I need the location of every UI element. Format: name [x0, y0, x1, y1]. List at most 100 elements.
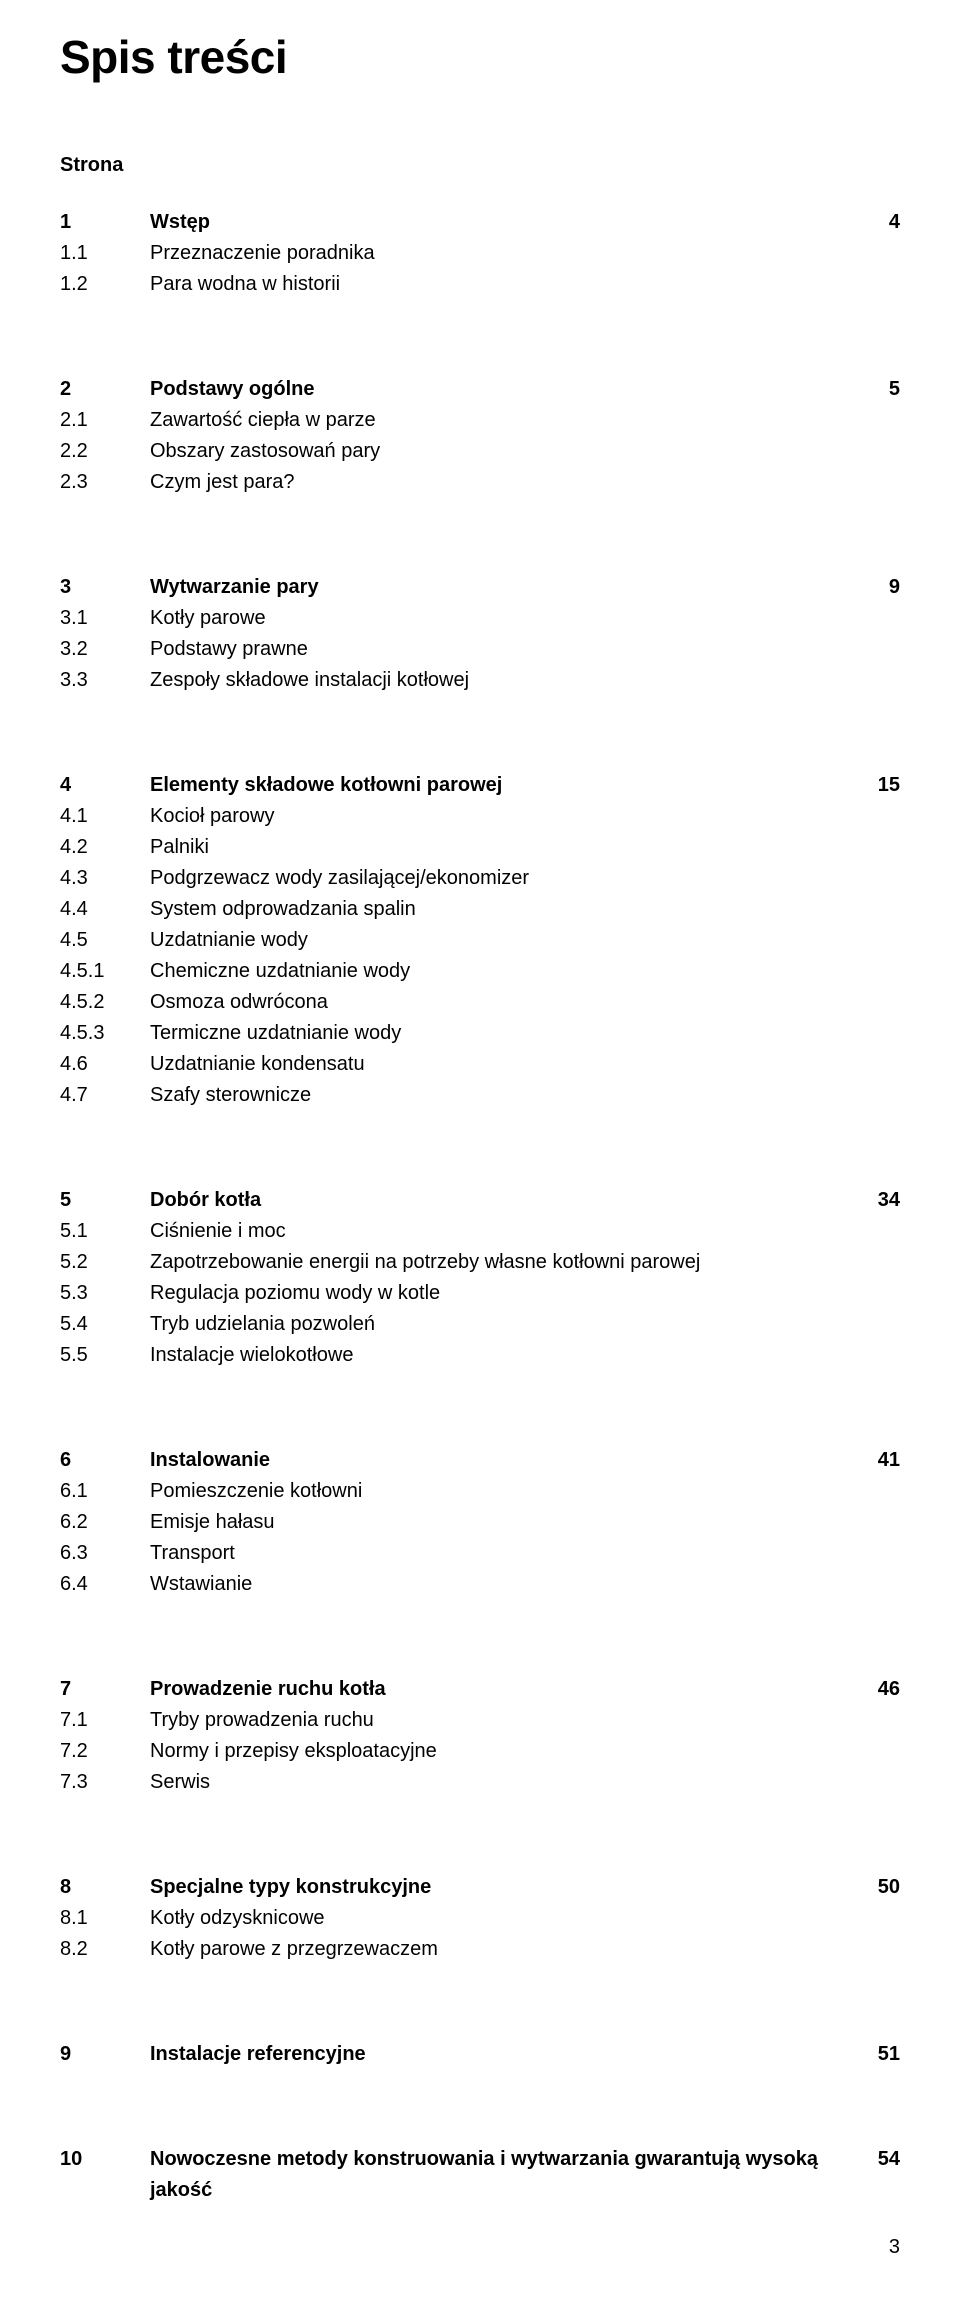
toc-section: 2Podstawy ogólne52.1Zawartość ciepła w p… [60, 374, 900, 498]
toc-row: 3.3Zespoły składowe instalacji kotłowej [60, 665, 900, 696]
toc-number: 10 [60, 2144, 150, 2175]
toc-number: 1.2 [60, 269, 150, 300]
toc-entry-title: Prowadzenie ruchu kotła [150, 1674, 850, 1705]
toc-row: 6.2Emisje hałasu [60, 1507, 900, 1538]
footer-page-number: 3 [60, 2236, 900, 2259]
toc-section: 6Instalowanie416.1Pomieszczenie kotłowni… [60, 1445, 900, 1600]
toc-number: 3 [60, 572, 150, 603]
toc-entry-title: Chemiczne uzdatnianie wody [150, 956, 850, 987]
toc-row: 2.1Zawartość ciepła w parze [60, 405, 900, 436]
toc-number: 6.3 [60, 1538, 150, 1569]
toc-entry-title: Transport [150, 1538, 850, 1569]
toc-entry-title: Uzdatnianie kondensatu [150, 1049, 850, 1080]
toc-row: 6.1Pomieszczenie kotłowni [60, 1476, 900, 1507]
toc-number: 4.5.2 [60, 987, 150, 1018]
toc-entry-title: Zespoły składowe instalacji kotłowej [150, 665, 850, 696]
toc-entry-title: Normy i przepisy eksploatacyjne [150, 1736, 850, 1767]
toc-row: 7.1Tryby prowadzenia ruchu [60, 1705, 900, 1736]
toc-section: 4Elementy składowe kotłowni parowej154.1… [60, 770, 900, 1111]
toc-entry-title: Wytwarzanie pary [150, 572, 850, 603]
toc-row: 4Elementy składowe kotłowni parowej15 [60, 770, 900, 801]
toc-row: 8.1Kotły odzysknicowe [60, 1903, 900, 1934]
toc-number: 4.3 [60, 863, 150, 894]
toc-entry-title: Ciśnienie i moc [150, 1216, 850, 1247]
toc-number: 4.2 [60, 832, 150, 863]
toc-row: 4.5Uzdatnianie wody [60, 925, 900, 956]
toc-number: 4.5.3 [60, 1018, 150, 1049]
toc-entry-title: System odprowadzania spalin [150, 894, 850, 925]
toc-entry-title: Kocioł parowy [150, 801, 850, 832]
toc-row: 7.2Normy i przepisy eksploatacyjne [60, 1736, 900, 1767]
toc-section: 10Nowoczesne metody konstruowania i wytw… [60, 2144, 900, 2206]
toc-entry-title: Czym jest para? [150, 467, 850, 498]
toc-row: 8.2Kotły parowe z przegrzewaczem [60, 1934, 900, 1965]
toc-entry-title: Dobór kotła [150, 1185, 850, 1216]
toc-number: 5.2 [60, 1247, 150, 1278]
toc-section: 3Wytwarzanie pary93.1Kotły parowe3.2Pods… [60, 572, 900, 696]
toc-entry-title: Instalacje referencyjne [150, 2039, 850, 2070]
toc-number: 4.5.1 [60, 956, 150, 987]
toc-entry-title: Tryb udzielania pozwoleń [150, 1309, 850, 1340]
toc-row: 8Specjalne typy konstrukcyjne50 [60, 1872, 900, 1903]
toc-row: 9Instalacje referencyjne51 [60, 2039, 900, 2070]
toc-row: 4.5.1Chemiczne uzdatnianie wody [60, 956, 900, 987]
toc-entry-title: Kotły parowe z przegrzewaczem [150, 1934, 850, 1965]
toc-row: 1Wstęp4 [60, 207, 900, 238]
toc-section: 9Instalacje referencyjne51 [60, 2039, 900, 2070]
toc-number: 5.4 [60, 1309, 150, 1340]
toc-number: 4.6 [60, 1049, 150, 1080]
toc-section: 5Dobór kotła345.1Ciśnienie i moc5.2Zapot… [60, 1185, 900, 1371]
toc-number: 4.7 [60, 1080, 150, 1111]
toc-number: 7.2 [60, 1736, 150, 1767]
toc-number: 5 [60, 1185, 150, 1216]
toc-number: 5.3 [60, 1278, 150, 1309]
toc-page-number: 41 [850, 1445, 900, 1476]
toc-number: 4.5 [60, 925, 150, 956]
toc-number: 5.1 [60, 1216, 150, 1247]
toc-row: 7.3Serwis [60, 1767, 900, 1798]
toc-entry-title: Osmoza odwrócona [150, 987, 850, 1018]
toc-row: 3Wytwarzanie pary9 [60, 572, 900, 603]
toc-entry-title: Wstawianie [150, 1569, 850, 1600]
toc-number: 2.1 [60, 405, 150, 436]
toc-number: 7.1 [60, 1705, 150, 1736]
column-header-page: Strona [60, 154, 900, 177]
toc-number: 3.1 [60, 603, 150, 634]
toc-number: 8.1 [60, 1903, 150, 1934]
toc-number: 1.1 [60, 238, 150, 269]
toc-entry-title: Podstawy ogólne [150, 374, 850, 405]
toc-row: 7Prowadzenie ruchu kotła46 [60, 1674, 900, 1705]
toc-row: 2.2Obszary zastosowań pary [60, 436, 900, 467]
toc-row: 6Instalowanie41 [60, 1445, 900, 1476]
toc-row: 5Dobór kotła34 [60, 1185, 900, 1216]
toc-row: 4.6Uzdatnianie kondensatu [60, 1049, 900, 1080]
toc-number: 3.2 [60, 634, 150, 665]
toc-entry-title: Kotły odzysknicowe [150, 1903, 850, 1934]
toc-number: 2 [60, 374, 150, 405]
toc-number: 3.3 [60, 665, 150, 696]
toc-entry-title: Palniki [150, 832, 850, 863]
toc-container: 1Wstęp41.1Przeznaczenie poradnika1.2Para… [60, 207, 900, 2206]
toc-number: 8.2 [60, 1934, 150, 1965]
toc-number: 4 [60, 770, 150, 801]
toc-entry-title: Serwis [150, 1767, 850, 1798]
toc-row: 4.3Podgrzewacz wody zasilającej/ekonomiz… [60, 863, 900, 894]
toc-row: 4.5.2Osmoza odwrócona [60, 987, 900, 1018]
toc-entry-title: Szafy sterownicze [150, 1080, 850, 1111]
toc-entry-title: Instalowanie [150, 1445, 850, 1476]
toc-row: 5.3Regulacja poziomu wody w kotle [60, 1278, 900, 1309]
toc-page-number: 15 [850, 770, 900, 801]
toc-entry-title: Elementy składowe kotłowni parowej [150, 770, 850, 801]
toc-entry-title: Obszary zastosowań pary [150, 436, 850, 467]
toc-row: 1.1Przeznaczenie poradnika [60, 238, 900, 269]
toc-section: 8Specjalne typy konstrukcyjne508.1Kotły … [60, 1872, 900, 1965]
toc-entry-title: Tryby prowadzenia ruchu [150, 1705, 850, 1736]
toc-row: 6.4Wstawianie [60, 1569, 900, 1600]
toc-row: 4.7Szafy sterownicze [60, 1080, 900, 1111]
toc-entry-title: Pomieszczenie kotłowni [150, 1476, 850, 1507]
toc-entry-title: Podstawy prawne [150, 634, 850, 665]
toc-row: 4.1Kocioł parowy [60, 801, 900, 832]
toc-row: 5.2Zapotrzebowanie energii na potrzeby w… [60, 1247, 900, 1278]
toc-number: 2.3 [60, 467, 150, 498]
toc-number: 8 [60, 1872, 150, 1903]
